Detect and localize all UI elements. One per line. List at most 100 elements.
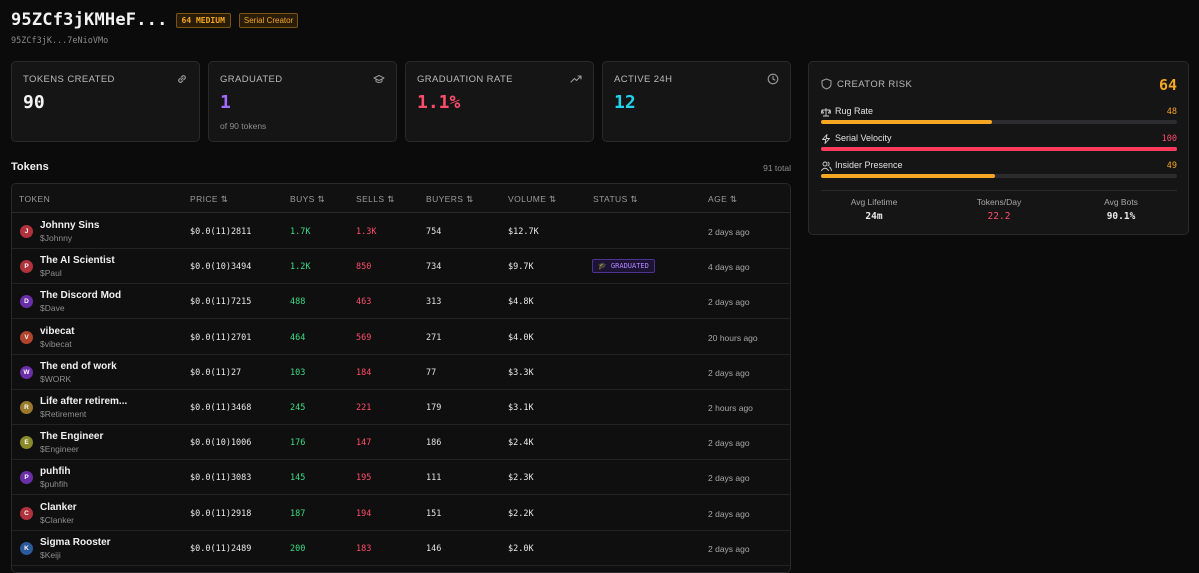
token-age: 2 days ago [708,367,750,378]
token-age: 2 days ago [708,508,750,519]
token-buys: 200 [290,543,306,554]
insider-presence-bar [821,174,1177,178]
column-header-sells[interactable]: SELLS ⇅ [356,194,395,204]
table-row[interactable]: C Clanker $Clanker $0.0(11)2918 187 194 151 $2.… [12,496,790,531]
token-buys: 145 [290,473,306,484]
token-age: 2 days ago [708,438,750,449]
link-icon [178,75,186,83]
column-header-volume[interactable]: VOLUME ⇅ [508,194,557,204]
rug-rate-bar-fill [821,120,992,124]
table-header: TOKEN PRICE ⇅ BUYS ⇅ SELLS ⇅ BUYERS ⇅ VO… [12,184,790,213]
token-name[interactable]: Life after retirem... [40,396,128,407]
token-price: $0.0(11)27 [190,367,242,378]
table-row[interactable]: E The Engineer $Engineer $0.0(10)1006 176 147… [12,425,790,461]
table-row[interactable]: J Johnny Sins $Johnny $0.0(11)2811 1.7K 1.3K 7… [12,214,790,249]
token-buyers: 146 [426,543,442,554]
token-name[interactable]: puhfih [40,466,71,478]
summary-avg-bots: Avg Bots 90.1% [1066,197,1176,222]
token-name[interactable]: The end of work [40,360,117,372]
table-row[interactable]: P The AI Scientist $Paul $0.0(10)3494 1.2K 85… [12,249,790,285]
summary-tokens-per-day: Tokens/Day 22.2 [944,197,1054,222]
table-row[interactable]: K Sigma Rooster $Keiji $0.0(11)2489 200 183 14… [12,531,790,566]
token-volume: $4.0K [508,332,534,343]
metric-label-rug-rate: Rug Rate [835,106,874,116]
token-buyers: 734 [426,262,442,273]
graduation-cap-icon [373,75,385,83]
token-sells: 850 [356,262,372,273]
token-name[interactable]: Johnny Sins [40,220,100,231]
token-avatar: R [20,401,33,414]
token-volume: $4.8K [508,297,534,308]
column-header-age[interactable]: AGE ⇅ [708,194,738,204]
token-volume: $3.1K [508,403,534,413]
summary-value: 90.1% [1106,211,1136,222]
token-price: $0.0(10)3494 [190,262,252,273]
summary-avg-lifetime: Avg Lifetime 24m [819,197,929,222]
token-symbol: $Clanker [40,514,75,525]
token-price: $0.0(11)7215 [190,297,252,308]
token-sells: 147 [356,438,372,449]
column-header-buyers[interactable]: BUYERS ⇅ [426,194,474,204]
token-sells: 184 [356,367,372,378]
creator-header: 95ZCf3jKMHeF... 64 MEDIUM Serial Creator… [11,10,299,46]
stat-label: ACTIVE 24H [614,74,673,85]
serial-creator-badge: Serial Creator [238,12,299,28]
token-avatar: P [20,260,33,274]
summary-label: Avg Bots [1104,197,1138,207]
column-header-token[interactable]: TOKEN [19,194,51,204]
stat-value: 90 [23,92,45,113]
stat-card-tokens-created: TOKENS CREATED 90 [11,61,200,142]
token-buyers: 271 [426,332,442,343]
token-buyers: 77 [426,367,437,378]
token-age: 4 days ago [708,262,750,273]
column-header-status[interactable]: STATUS ⇅ [593,194,638,204]
token-buyers: 179 [426,403,442,413]
token-symbol: $vibecat [40,338,72,349]
token-buyers: 186 [426,438,442,449]
creator-risk-score: 64 [1158,76,1177,94]
table-row[interactable]: D The Discord Mod $Dave $0.0(11)7215 488 463 3… [12,284,790,320]
metric-value-insider-presence: 49 [1166,161,1177,171]
token-name[interactable]: vibecat [40,325,75,337]
creator-risk-title: CREATOR RISK [837,79,913,90]
token-symbol: $Dave [40,303,65,314]
creator-address[interactable]: 95ZCf3jK...7eNioVMo [11,36,109,46]
column-header-buys[interactable]: BUYS ⇅ [290,194,326,204]
token-buys: 176 [290,438,306,449]
metric-value-serial-velocity: 100 [1161,134,1177,144]
token-name[interactable]: The Engineer [40,431,104,443]
token-avatar: V [20,330,33,344]
serial-velocity-bar [821,147,1177,151]
token-sells: 569 [356,332,372,343]
token-volume: $9.7K [508,262,534,273]
token-price: $0.0(11)3468 [190,403,252,413]
token-name[interactable]: Clanker [40,501,77,513]
token-price: $0.0(11)2918 [190,508,252,519]
summary-label: Tokens/Day [976,197,1022,207]
token-volume: $2.2K [508,508,534,519]
table-row[interactable]: R Life after retirem... $Retirement $0.0(11… [12,390,790,425]
token-volume: $2.3K [508,473,534,484]
token-symbol: $puhfih [40,479,68,490]
column-header-price[interactable]: PRICE ⇅ [190,194,229,204]
token-avatar: K [20,541,33,555]
trending-up-icon [570,75,582,83]
token-price: $0.0(11)2701 [190,332,252,343]
token-buys: 103 [290,367,306,378]
tokens-table: TOKEN PRICE ⇅ BUYS ⇅ SELLS ⇅ BUYERS ⇅ VO… [11,183,791,573]
token-age: 2 hours ago [708,403,753,413]
table-row[interactable]: W The end of work $WORK $0.0(11)27 103 184 77 $… [12,355,790,390]
token-age: 2 days ago [708,297,750,308]
users-icon [821,161,832,171]
token-sells: 463 [356,297,372,308]
token-name[interactable]: The AI Scientist [40,255,115,267]
stat-value: 1.1% [417,92,461,113]
token-symbol: $Engineer [40,444,79,455]
stat-card-active-24h: ACTIVE 24H 12 [602,61,791,142]
token-symbol: $Retirement [40,409,87,419]
token-name[interactable]: Sigma Rooster [40,536,111,548]
token-name[interactable]: The Discord Mod [40,290,122,302]
token-buys: 1.2K [290,262,311,273]
